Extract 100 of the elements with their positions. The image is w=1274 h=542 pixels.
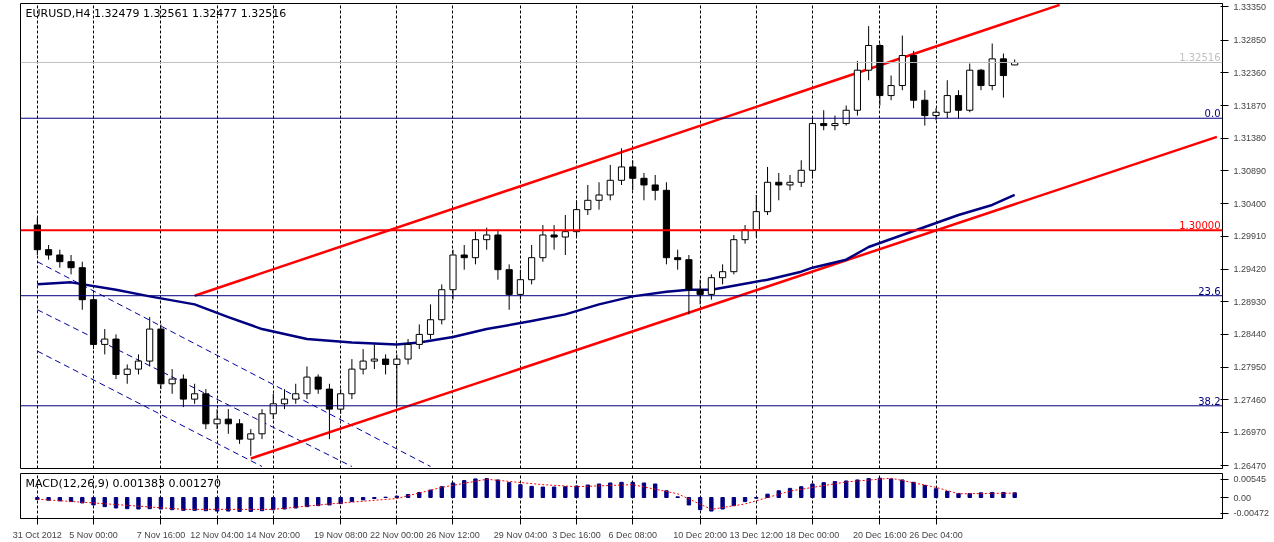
bar xyxy=(360,497,366,501)
candlestick xyxy=(483,227,491,251)
candlestick xyxy=(269,393,277,420)
y-tick-label: 1.27950 xyxy=(1233,362,1267,373)
bar xyxy=(248,497,253,512)
bar xyxy=(417,491,422,499)
x-tick-label: 12 Nov 04:00 xyxy=(190,529,244,540)
y-tick-label: 1.29910 xyxy=(1233,231,1267,242)
y-tick-label: 1.28440 xyxy=(1233,329,1267,340)
candlestick xyxy=(719,263,727,285)
candlestick xyxy=(786,174,794,191)
candlestick xyxy=(191,383,199,405)
bar xyxy=(720,497,725,510)
candlestick xyxy=(550,224,558,251)
candlestick xyxy=(797,159,805,188)
candlestick xyxy=(887,75,895,101)
x-tick-label: 19 Nov 08:00 xyxy=(313,529,368,540)
candlestick xyxy=(325,383,334,440)
bar xyxy=(551,486,557,499)
candlestick xyxy=(595,181,603,211)
bar xyxy=(563,486,568,499)
candlestick xyxy=(213,408,221,430)
candlestick xyxy=(539,224,547,263)
chart-title: MACD(12,26,9) 0.001383 0.001270 xyxy=(25,476,222,490)
candlestick xyxy=(921,89,929,127)
candlestick xyxy=(842,105,850,127)
candlestick xyxy=(426,303,435,340)
annotation: 23.6 xyxy=(1198,285,1221,297)
candlestick xyxy=(101,328,109,355)
y-tick-label: 1.31870 xyxy=(1233,100,1267,111)
x-tick-label: 10 Dec 20:00 xyxy=(673,529,727,540)
bar xyxy=(776,490,781,499)
y-tick-label: 1.30890 xyxy=(1233,165,1267,176)
candlestick xyxy=(314,373,322,395)
candlestick xyxy=(247,428,255,457)
bar xyxy=(945,490,950,499)
candlestick xyxy=(977,68,985,91)
candlestick xyxy=(528,244,536,285)
bar xyxy=(529,485,534,499)
annotation: 38.2 xyxy=(1198,395,1221,407)
bar xyxy=(641,482,647,499)
ref-line-label: 1.30000 xyxy=(1179,220,1221,232)
candlestick xyxy=(337,388,345,415)
y-tick-label: 1.32850 xyxy=(1233,35,1267,46)
bar xyxy=(439,486,444,499)
bar xyxy=(585,484,590,499)
x-tick-label: 31 Oct 2012 xyxy=(12,529,62,540)
candlestick xyxy=(303,365,311,400)
candlestick xyxy=(696,279,704,305)
candlestick xyxy=(359,348,367,375)
bar xyxy=(855,479,860,499)
bar xyxy=(462,480,467,499)
bar xyxy=(125,497,130,510)
bar xyxy=(1001,491,1006,499)
x-tick-label: 26 Nov 12:00 xyxy=(426,529,480,540)
x-tick-label: 14 Nov 20:00 xyxy=(246,529,301,540)
x-tick-label: 26 Dec 04:00 xyxy=(909,529,963,540)
y-tick-label: 1.32360 xyxy=(1233,67,1267,78)
y-tick-label: 1.28930 xyxy=(1233,296,1267,307)
bar xyxy=(506,482,512,499)
candlestick xyxy=(393,353,401,408)
y-tick-label: 1.27460 xyxy=(1233,394,1267,405)
candlestick xyxy=(584,184,592,216)
bar xyxy=(888,478,894,499)
candlestick xyxy=(516,269,524,301)
y-tick-label: -0.00472 xyxy=(1233,508,1270,519)
bar xyxy=(113,497,119,509)
bar xyxy=(799,486,804,499)
ref-line-label: 1.32516 xyxy=(1179,52,1221,64)
candlestick xyxy=(460,244,468,271)
x-tick-label: 22 Nov 00:00 xyxy=(370,529,424,540)
y-tick-label: 1.29420 xyxy=(1233,264,1267,275)
candlestick xyxy=(471,231,480,265)
bar xyxy=(136,497,141,510)
x-tick-label: 13 Dec 12:00 xyxy=(729,529,784,540)
candlestick xyxy=(382,353,390,375)
x-tick-label: 5 Nov 00:00 xyxy=(69,529,118,540)
bar xyxy=(192,497,197,511)
bar xyxy=(450,482,456,499)
y-tick-label: 1.26970 xyxy=(1233,427,1267,438)
bar xyxy=(911,481,916,499)
y-tick-label: 0.00545 xyxy=(1233,474,1267,485)
bar xyxy=(843,480,849,499)
candlestick xyxy=(280,388,289,410)
bar xyxy=(900,479,905,499)
candlestick xyxy=(999,53,1008,99)
bar xyxy=(518,484,523,499)
x-tick-label: 18 Dec 00:00 xyxy=(785,529,840,540)
candlestick xyxy=(707,273,715,301)
bar xyxy=(428,489,433,499)
bar xyxy=(742,497,748,503)
bar xyxy=(237,497,242,512)
bar xyxy=(821,482,826,499)
annotation: 0.0 xyxy=(1204,108,1221,120)
bar xyxy=(293,497,298,509)
bar xyxy=(810,483,815,499)
candlestick xyxy=(123,363,131,385)
bar xyxy=(158,497,164,510)
candlestick xyxy=(56,249,64,269)
candlestick xyxy=(168,368,176,395)
